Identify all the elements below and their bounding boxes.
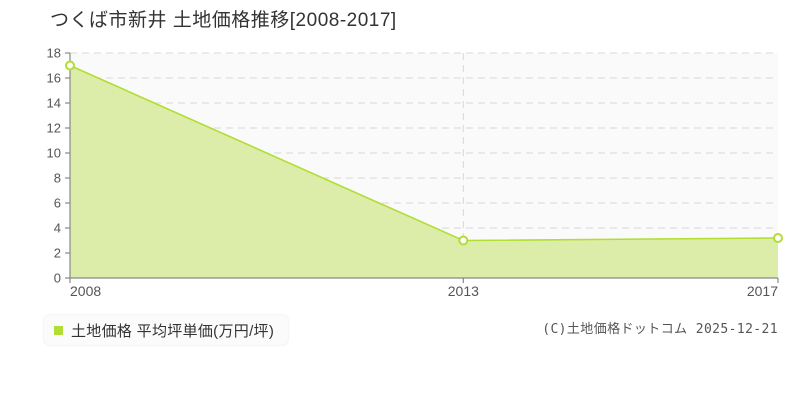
y-tick-label: 6 xyxy=(54,196,61,211)
y-tick-label: 16 xyxy=(47,71,61,86)
data-point-marker xyxy=(65,60,75,71)
copyright-credit: (C)土地価格ドットコム 2025-12-21 xyxy=(542,322,778,337)
x-tick-label: 2008 xyxy=(70,283,101,299)
y-axis-ticks: 0 2 4 6 8 10 12 14 16 18 xyxy=(47,46,70,286)
legend-swatch-icon xyxy=(54,325,63,335)
y-tick-label: 8 xyxy=(54,171,61,186)
data-point-marker xyxy=(458,235,469,246)
x-tick-label: 2013 xyxy=(448,283,479,299)
legend-label: 土地価格 平均坪単価(万円/坪) xyxy=(71,322,275,340)
y-tick-label: 18 xyxy=(47,46,61,61)
y-tick-label: 0 xyxy=(54,271,61,286)
y-tick-label: 2 xyxy=(54,246,61,261)
data-point-marker xyxy=(773,233,783,243)
title-main-text: つくば市新井 土地価格推移 xyxy=(50,10,290,31)
y-tick-label: 10 xyxy=(47,146,61,161)
y-tick-label: 14 xyxy=(47,96,61,111)
area-fill xyxy=(70,65,778,278)
y-tick-label: 12 xyxy=(47,121,61,136)
x-axis-ticks: 2008 2013 2017 xyxy=(69,278,779,299)
chart-legend[interactable]: 土地価格 平均坪単価(万円/坪) xyxy=(44,315,289,345)
page-title: つくば市新井 土地価格推移[2008-2017] xyxy=(50,8,397,34)
plot-area: 0 2 4 6 8 10 12 14 16 18 2008 2013 2017 xyxy=(47,46,783,299)
y-tick-label: 4 xyxy=(54,221,61,236)
title-year-range: [2008-2017] xyxy=(289,10,397,31)
x-tick-label: 2017 xyxy=(747,283,778,299)
data-point-markers xyxy=(65,60,783,246)
